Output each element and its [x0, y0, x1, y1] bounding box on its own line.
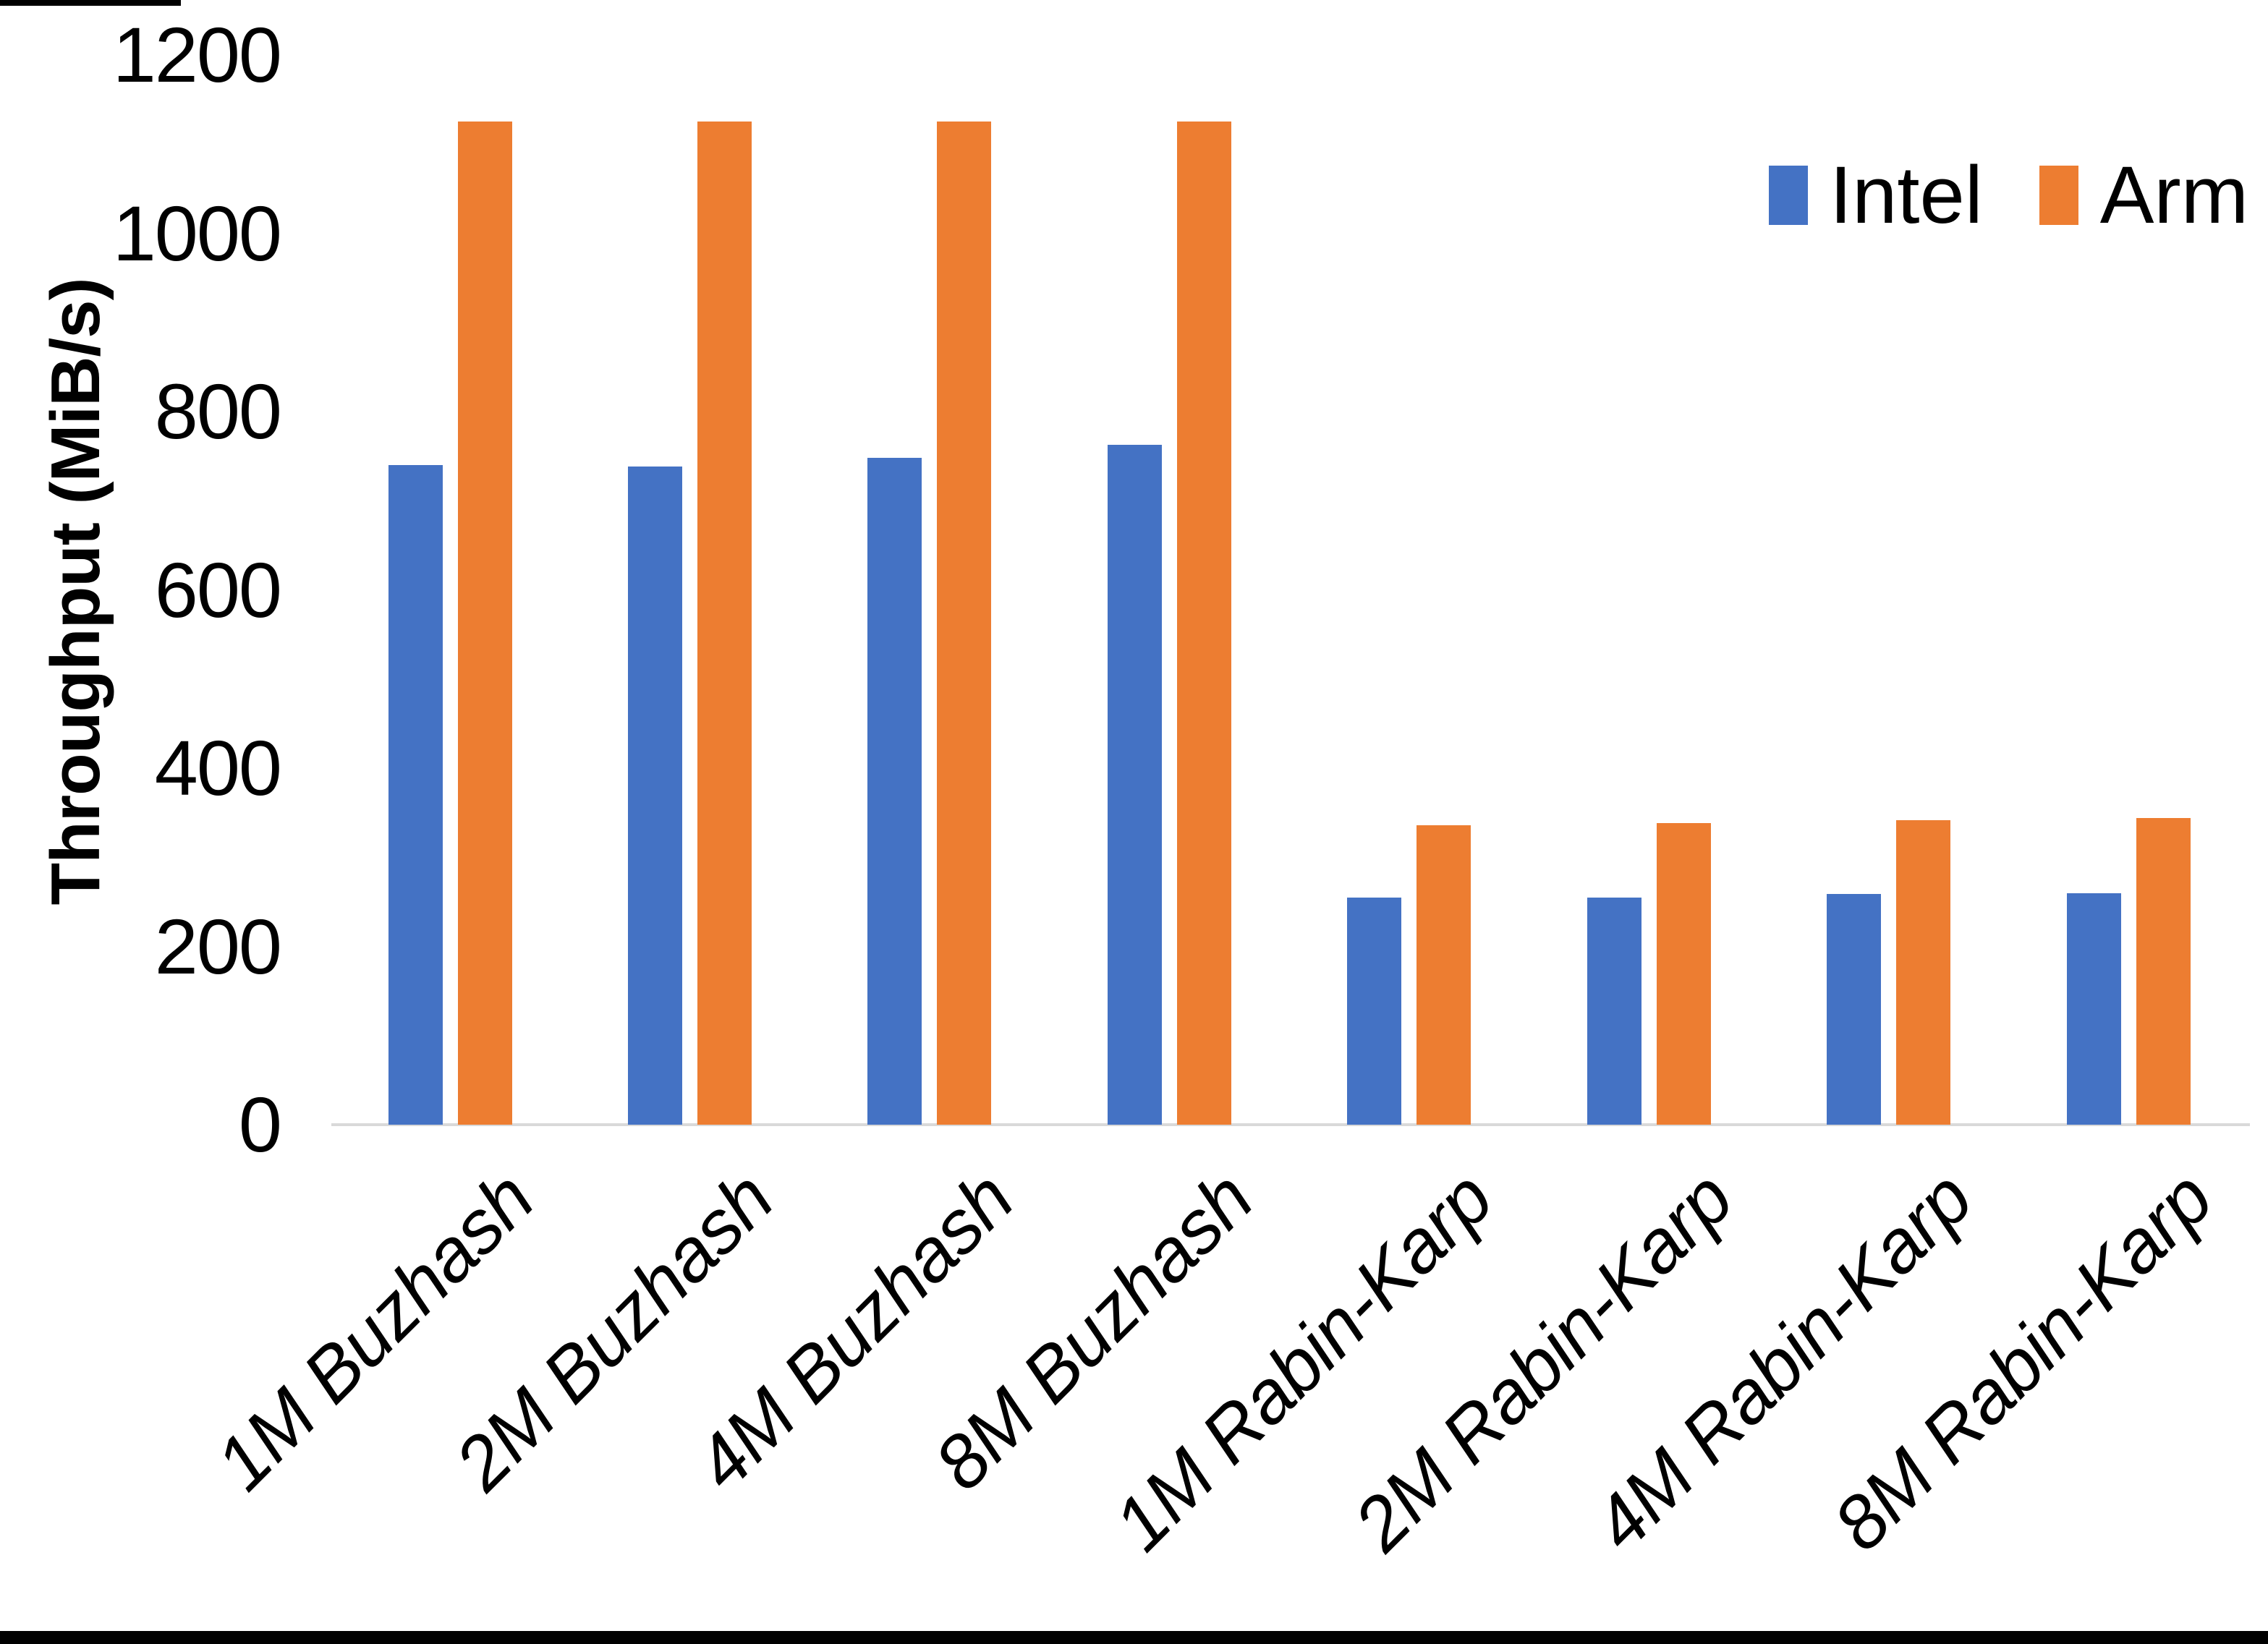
screenshot-top-edge-artifact [0, 0, 181, 6]
bar-intel-4m-rabin-karp [1827, 893, 1882, 1125]
arm-series-swatch [2039, 165, 2078, 225]
legend-label-arm: Arm [2099, 150, 2248, 240]
ytick-800: 800 [154, 367, 282, 455]
legend: Intel Arm [1769, 148, 2248, 242]
bar-intel-2m-buzhash [627, 467, 682, 1125]
ytick-600: 600 [154, 545, 282, 634]
bar-arm-4m-rabin-karp [1896, 819, 1951, 1125]
bar-intel-2m-rabin-karp [1587, 897, 1641, 1125]
bar-intel-8m-rabin-karp [2066, 893, 2121, 1125]
bar-intel-1m-rabin-karp [1347, 897, 1402, 1125]
legend-label-intel: Intel [1830, 150, 1983, 240]
ytick-0: 0 [238, 1081, 282, 1168]
intel-series-swatch [1769, 165, 1808, 225]
bar-arm-2m-buzhash [697, 122, 752, 1125]
y-axis-title: Throughput (MiB/s) [37, 278, 114, 906]
bar-intel-4m-buzhash [867, 458, 922, 1125]
legend-item-intel: Intel [1769, 148, 1983, 242]
bar-arm-4m-buzhash [937, 122, 992, 1125]
x-axis-line [331, 1123, 2250, 1126]
bar-intel-8m-buzhash [1107, 444, 1162, 1125]
ytick-400: 400 [154, 724, 282, 812]
legend-item-arm: Arm [2039, 148, 2248, 242]
bar-arm-1m-buzhash [457, 122, 512, 1125]
bar-arm-1m-rabin-karp [1417, 825, 1471, 1125]
ytick-200: 200 [154, 902, 282, 990]
bar-arm-2m-rabin-karp [1656, 823, 1711, 1125]
bar-arm-8m-buzhash [1176, 122, 1231, 1125]
screenshot-bottom-border [0, 1631, 2268, 1644]
bar-intel-1m-buzhash [388, 464, 443, 1125]
ytick-1000: 1000 [112, 189, 282, 277]
ytick-1200: 1200 [112, 11, 282, 98]
bar-arm-8m-rabin-karp [2136, 818, 2191, 1125]
